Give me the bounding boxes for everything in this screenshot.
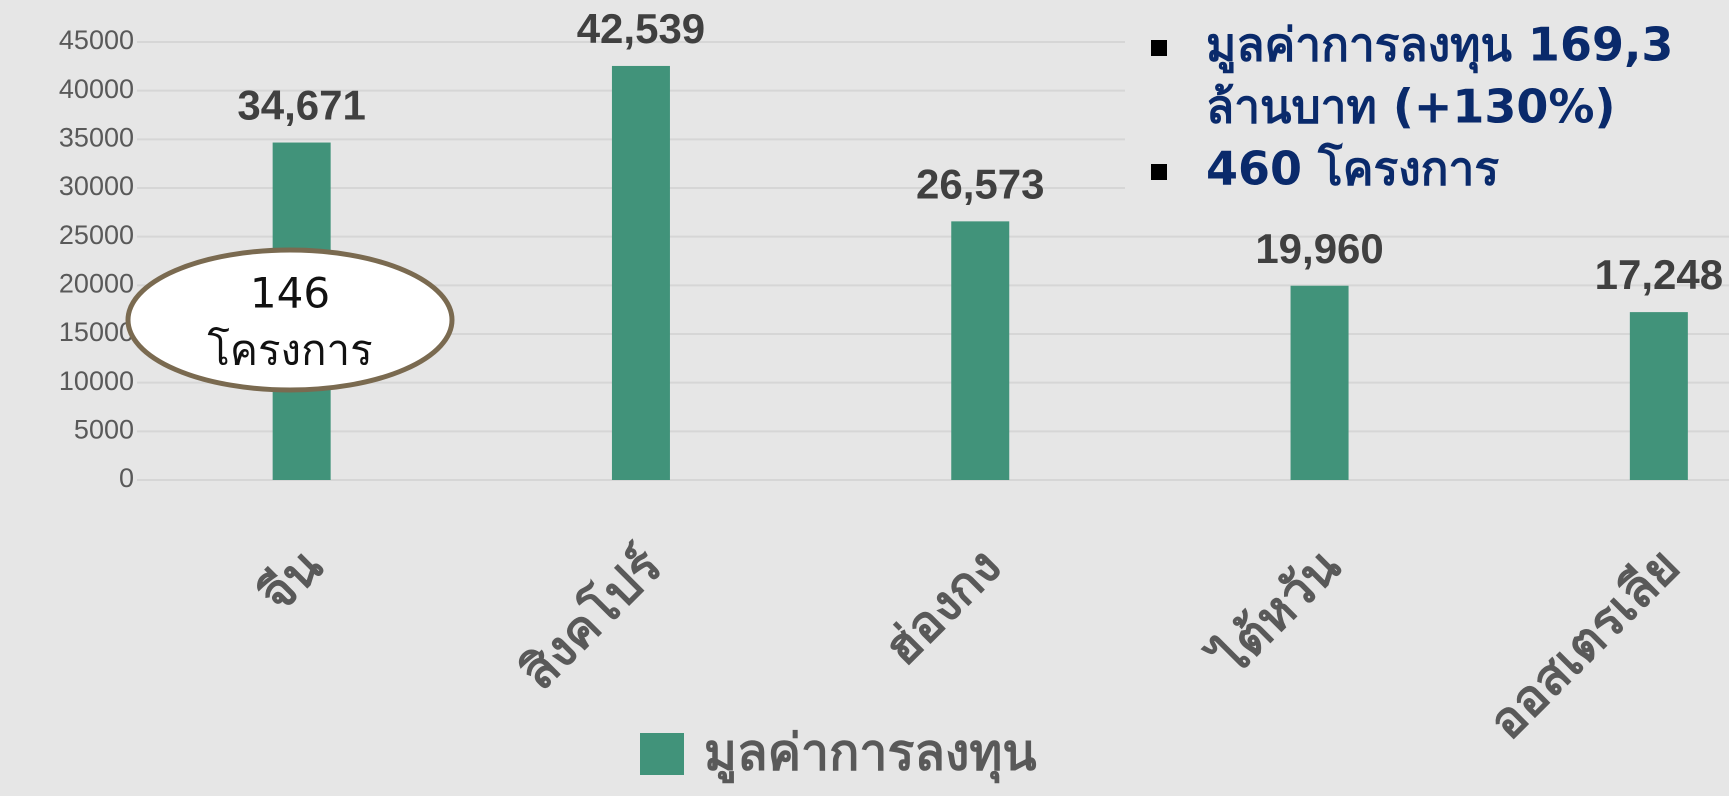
x-tick-label: สิงคโปร์ [508, 536, 673, 701]
x-tick-label: ออสเตรเลีย [1477, 537, 1691, 751]
bar [1629, 312, 1688, 480]
y-tick-label: 25000 [59, 220, 134, 250]
x-tick-label: จีน [248, 537, 334, 623]
bullet [1151, 164, 1167, 180]
y-tick-label: 10000 [59, 366, 134, 396]
y-tick-label: 15000 [59, 317, 134, 347]
note-text: 460 โครงการ [1206, 142, 1499, 196]
bar [951, 221, 1010, 480]
x-tick-label: ฮ่องกง [873, 537, 1013, 677]
x-tick-label: ไต้หวัน [1199, 537, 1352, 690]
value-label: 34,671 [237, 82, 365, 129]
y-tick-label: 35000 [59, 122, 134, 152]
y-tick-label: 40000 [59, 74, 134, 104]
note-text: ล้านบาท (+130%) [1206, 80, 1616, 134]
value-label: 42,539 [577, 5, 705, 52]
y-tick-label: 20000 [59, 268, 134, 298]
bullet [1151, 40, 1167, 56]
bar [611, 65, 670, 480]
text-box [1125, 0, 1729, 205]
y-tick-label: 30000 [59, 171, 134, 201]
annotation-text: 146 [250, 269, 330, 318]
y-tick-label: 5000 [74, 414, 134, 444]
bar [1290, 285, 1349, 480]
legend-label: มูลค่าการลงทุน [704, 724, 1037, 784]
value-label: 19,960 [1255, 225, 1383, 272]
y-tick-label: 45000 [59, 25, 134, 55]
value-label: 26,573 [916, 160, 1044, 207]
y-tick-label: 0 [119, 463, 134, 493]
note-text: มูลค่าการลงทุน 169,3 [1206, 18, 1673, 74]
legend-swatch [640, 733, 684, 775]
annotation-text: โครงการ [207, 326, 372, 375]
value-label: 17,248 [1595, 251, 1723, 298]
annotation-ellipse [125, 247, 455, 393]
